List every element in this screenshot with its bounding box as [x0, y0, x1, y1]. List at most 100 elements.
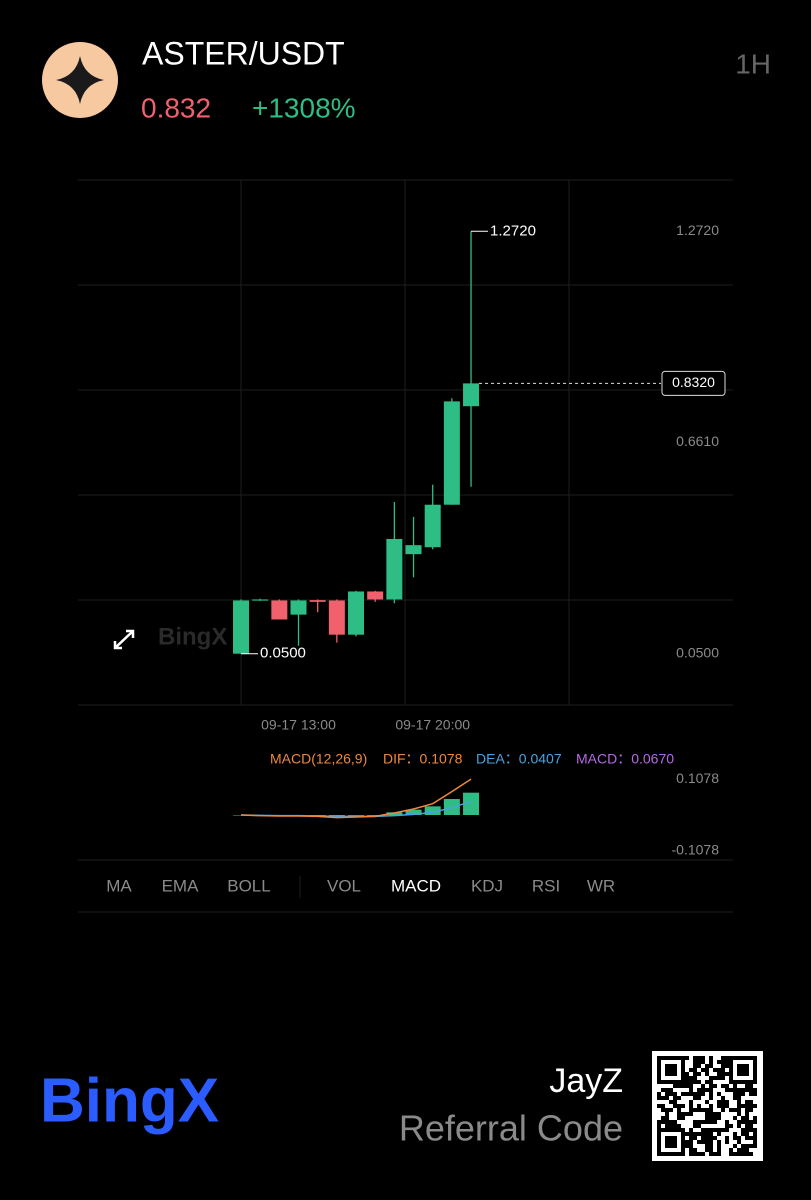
indicator-tab[interactable]: MACD [391, 876, 441, 895]
qr-module [733, 1116, 737, 1120]
qr-module [697, 1092, 701, 1096]
candle-body [328, 600, 345, 635]
qr-module [713, 1128, 717, 1132]
qr-module [749, 1104, 753, 1108]
qr-module [669, 1100, 673, 1104]
qr-module [669, 1092, 673, 1096]
qr-module [717, 1060, 721, 1064]
expand-icon[interactable] [113, 629, 135, 650]
y-tick-label: 0.1078 [676, 770, 719, 786]
qr-module [693, 1096, 697, 1100]
qr-module [725, 1072, 729, 1076]
indicator-tab[interactable]: BOLL [227, 876, 270, 895]
qr-module [717, 1132, 721, 1136]
qr-module [749, 1136, 753, 1140]
qr-module [681, 1084, 685, 1088]
qr-module [721, 1128, 725, 1132]
annotation-label: 0.0500 [260, 645, 306, 662]
qr-module [749, 1092, 753, 1096]
qr-module [717, 1100, 721, 1104]
indicator-tab[interactable]: WR [587, 876, 615, 895]
qr-module [693, 1136, 697, 1140]
qr-module [661, 1120, 665, 1124]
qr-module [709, 1088, 713, 1092]
qr-module [725, 1124, 729, 1128]
y-tick-label: -0.1078 [672, 842, 720, 858]
qr-module [657, 1120, 661, 1124]
qr-module [709, 1116, 713, 1120]
qr-module [741, 1116, 745, 1120]
qr-module [709, 1120, 713, 1124]
qr-module [741, 1104, 745, 1108]
qr-module [725, 1060, 729, 1064]
macd-bar [348, 815, 365, 816]
qr-module [753, 1136, 757, 1140]
qr-module [685, 1084, 689, 1088]
y-tick-label: 0.6610 [676, 433, 719, 449]
qr-module [701, 1056, 705, 1060]
qr-module [729, 1124, 733, 1128]
candle-body [405, 545, 422, 555]
qr-module [717, 1092, 721, 1096]
candle-body [367, 591, 384, 600]
qr-module [721, 1096, 725, 1100]
qr-module [741, 1092, 745, 1096]
qr-module [669, 1088, 673, 1092]
qr-module [689, 1092, 693, 1096]
qr-module [673, 1120, 677, 1124]
qr-module [705, 1144, 709, 1148]
indicator-tab[interactable]: RSI [532, 876, 560, 895]
x-tick-label: 09-17 20:00 [395, 717, 470, 733]
qr-module [689, 1144, 693, 1148]
qr-module [753, 1088, 757, 1092]
qr-module [701, 1128, 705, 1132]
qr-module [745, 1144, 749, 1148]
qr-module [721, 1064, 725, 1068]
qr-module [709, 1096, 713, 1100]
qr-module [709, 1136, 713, 1140]
qr-module [725, 1120, 729, 1124]
qr-module [657, 1104, 661, 1108]
qr-module [701, 1140, 705, 1144]
qr-module [709, 1112, 713, 1116]
y-tick-label: 1.2720 [676, 222, 719, 238]
indicator-tab[interactable]: EMA [162, 876, 200, 895]
qr-module [657, 1092, 661, 1096]
qr-module [705, 1132, 709, 1136]
qr-module [693, 1092, 697, 1096]
qr-module [677, 1096, 681, 1100]
qr-module [749, 1088, 753, 1092]
qr-module [745, 1136, 749, 1140]
indicator-tab[interactable]: KDJ [471, 876, 503, 895]
qr-finder [729, 1056, 757, 1084]
qr-module [717, 1140, 721, 1144]
qr-module [721, 1060, 725, 1064]
qr-module [705, 1136, 709, 1140]
qr-module [737, 1096, 741, 1100]
qr-module [713, 1112, 717, 1116]
qr-module [689, 1136, 693, 1140]
qr-module [701, 1088, 705, 1092]
qr-module [717, 1104, 721, 1108]
qr-module [657, 1124, 661, 1128]
qr-module [677, 1108, 681, 1112]
indicator-tab[interactable]: MA [106, 876, 132, 895]
qr-module [665, 1092, 669, 1096]
qr-module [737, 1140, 741, 1144]
indicator-tab[interactable]: VOL [327, 876, 361, 895]
qr-module [741, 1132, 745, 1136]
qr-module [697, 1088, 701, 1092]
candle-body [290, 600, 307, 615]
macd-title: MACD(12,26,9) [270, 751, 367, 767]
qr-module [681, 1092, 685, 1096]
qr-module [709, 1060, 713, 1064]
interval[interactable]: 1H [735, 48, 771, 79]
candle-body [424, 504, 441, 548]
legend-entry: DIF：0.1078 [383, 751, 463, 767]
qr-module [745, 1148, 749, 1152]
qr-module [709, 1152, 713, 1156]
qr-module [705, 1120, 709, 1124]
qr-module [725, 1136, 729, 1140]
qr-module [693, 1076, 697, 1080]
macd-bar [463, 792, 480, 815]
